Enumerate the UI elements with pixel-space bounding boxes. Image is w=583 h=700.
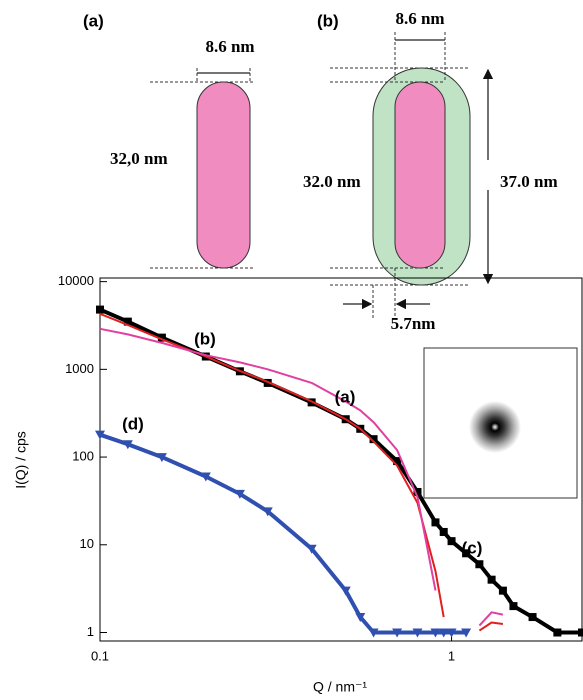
data-point <box>528 613 537 622</box>
series-line <box>99 312 504 632</box>
data-point <box>461 628 472 638</box>
data-point <box>306 544 317 554</box>
total-length-label: 37.0 nm <box>500 172 558 191</box>
width-label: 8.6 nm <box>395 9 444 28</box>
panel-label: (a) <box>83 11 104 30</box>
data-point <box>355 613 366 623</box>
y-axis-label: I(Q) / cps <box>13 431 29 489</box>
data-point <box>498 586 507 595</box>
data-point <box>439 527 448 536</box>
series-line <box>99 327 504 627</box>
panel-a: (a) 8.6 nm 32,0 nm <box>83 11 255 269</box>
inset <box>423 347 578 499</box>
x-axis-label: Q / nm⁻¹ <box>313 679 367 695</box>
y-tick-label: 100 <box>72 449 94 464</box>
length-label: 32,0 nm <box>110 149 168 168</box>
rod <box>196 81 251 269</box>
series-line <box>99 432 467 635</box>
curve-label: (b) <box>194 329 216 348</box>
data-point <box>234 489 245 499</box>
data-point <box>200 472 211 482</box>
x-tick-label: 0.1 <box>91 648 109 663</box>
y-tick-label: 10 <box>80 536 94 551</box>
data-point <box>431 518 440 527</box>
x-tick-label: 1 <box>448 648 455 663</box>
data-point <box>369 435 378 444</box>
data-point <box>122 440 133 450</box>
data-point <box>156 453 167 463</box>
data-point <box>446 628 457 638</box>
data-point <box>95 430 105 440</box>
data-point <box>475 560 484 569</box>
data-point <box>340 586 351 596</box>
shell-label: 5.7nm <box>391 314 436 333</box>
data-point <box>392 628 403 638</box>
data-point <box>96 305 104 314</box>
y-tick-label: 1 <box>87 624 94 639</box>
data-point <box>447 537 456 546</box>
width-label: 8.6 nm <box>205 37 254 56</box>
data-point <box>157 333 166 342</box>
length-label: 32.0 nm <box>303 172 361 191</box>
data-point <box>368 628 379 638</box>
y-tick-label: 1000 <box>65 361 94 376</box>
curve-label: (a) <box>335 387 356 406</box>
data-point <box>413 487 422 496</box>
data-point <box>393 457 402 466</box>
data-point <box>262 507 273 517</box>
panel-label: (b) <box>317 11 339 30</box>
data-point <box>430 628 441 638</box>
scattering-pattern <box>469 401 521 453</box>
plot-frame <box>99 277 583 642</box>
curve-label: (d) <box>122 414 144 433</box>
data-point <box>412 628 423 638</box>
core <box>394 81 446 269</box>
data-point <box>487 575 496 584</box>
data-point <box>123 317 132 326</box>
y-tick-label: 10000 <box>58 273 94 288</box>
panel-b: (b) 8.6 nm 32.0 nm 37.0 nm 5.7nm <box>303 9 558 333</box>
data-point <box>462 549 471 558</box>
data-point <box>578 628 583 637</box>
data-point <box>553 628 562 637</box>
data-point <box>438 628 449 638</box>
curve-label: (c) <box>462 538 483 557</box>
data-point <box>509 602 518 611</box>
